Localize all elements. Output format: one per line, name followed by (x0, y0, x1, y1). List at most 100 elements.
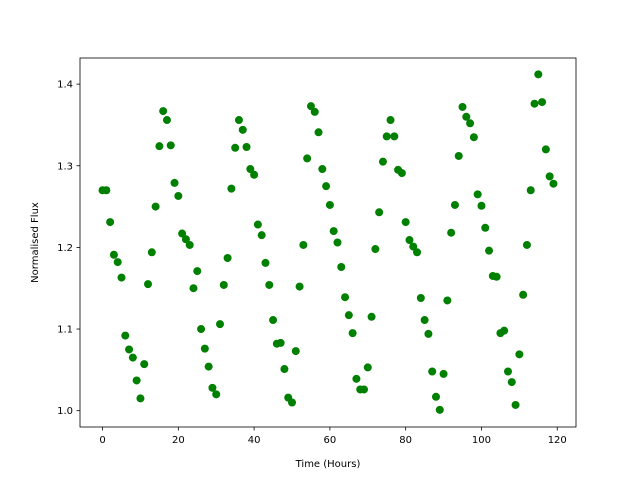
point (530, 99, 539, 108)
point (155, 142, 164, 151)
point (170, 178, 179, 187)
x-tick-label: 60 (324, 435, 337, 446)
y-tick-label: 1.3 (57, 161, 73, 172)
point (424, 329, 433, 338)
point (132, 376, 141, 385)
point (390, 132, 399, 141)
point (253, 220, 262, 229)
plot-frame (79, 57, 577, 428)
point (439, 369, 448, 378)
point (185, 240, 194, 249)
x-tick-label: 40 (248, 435, 261, 446)
point (507, 378, 516, 387)
point (431, 392, 440, 401)
point (477, 201, 486, 210)
point (234, 116, 243, 125)
point (200, 344, 209, 353)
point (428, 367, 437, 376)
point (458, 102, 467, 111)
y-tick-label: 1.0 (57, 406, 73, 417)
point (314, 128, 323, 137)
point (128, 353, 137, 362)
point (485, 246, 494, 255)
point (515, 350, 524, 359)
y-tick-label: 1.1 (57, 325, 73, 336)
point (216, 320, 225, 329)
point (144, 280, 153, 289)
point (492, 272, 501, 281)
point (371, 245, 380, 254)
point (519, 290, 528, 299)
point (306, 102, 315, 111)
point (136, 394, 145, 403)
point (359, 385, 368, 394)
point (219, 280, 228, 289)
point (140, 360, 149, 369)
point (409, 242, 418, 251)
point (333, 238, 342, 247)
point (545, 172, 554, 181)
point (166, 141, 175, 150)
point (405, 236, 414, 245)
point (378, 157, 387, 166)
x-tick-label: 120 (548, 435, 567, 446)
point (534, 70, 543, 79)
point (125, 345, 134, 354)
point (102, 186, 111, 195)
point (416, 294, 425, 303)
point (280, 365, 289, 374)
y-axis-label: Normalised Flux (30, 202, 41, 283)
y-tick-label: 1.2 (57, 243, 73, 254)
point (276, 338, 285, 347)
point (375, 208, 384, 217)
y-tick-label: 1.4 (57, 80, 73, 91)
point (189, 284, 198, 293)
point (473, 190, 482, 199)
x-tick-label: 80 (399, 435, 412, 446)
point (348, 329, 357, 338)
point (162, 116, 171, 125)
point (231, 143, 240, 152)
point (269, 316, 278, 325)
point (178, 229, 187, 238)
x-axis-label: Time (Hours) (295, 459, 361, 470)
point (106, 218, 115, 227)
point (420, 316, 429, 325)
point (109, 250, 118, 259)
point (197, 325, 206, 334)
point (174, 191, 183, 200)
point (242, 142, 251, 151)
point (511, 400, 520, 409)
point (310, 107, 319, 116)
point (299, 240, 308, 249)
point (265, 280, 274, 289)
point (151, 202, 160, 211)
point (223, 254, 232, 263)
point (295, 282, 304, 291)
point (208, 383, 217, 392)
point (147, 248, 156, 257)
point (386, 116, 395, 125)
point (450, 200, 459, 209)
point (549, 179, 558, 188)
point (344, 311, 353, 320)
point (261, 258, 270, 267)
point (322, 182, 331, 191)
point (413, 248, 422, 257)
point (522, 240, 531, 249)
point (454, 151, 463, 160)
point (159, 107, 168, 116)
point (481, 223, 490, 232)
point (435, 405, 444, 414)
point (341, 293, 350, 302)
point (337, 262, 346, 271)
point (238, 125, 247, 134)
point (352, 374, 361, 383)
point (318, 165, 327, 174)
point (367, 312, 376, 321)
point (181, 235, 190, 244)
x-tick-label: 100 (472, 435, 491, 446)
point (447, 228, 456, 237)
point (288, 398, 297, 407)
